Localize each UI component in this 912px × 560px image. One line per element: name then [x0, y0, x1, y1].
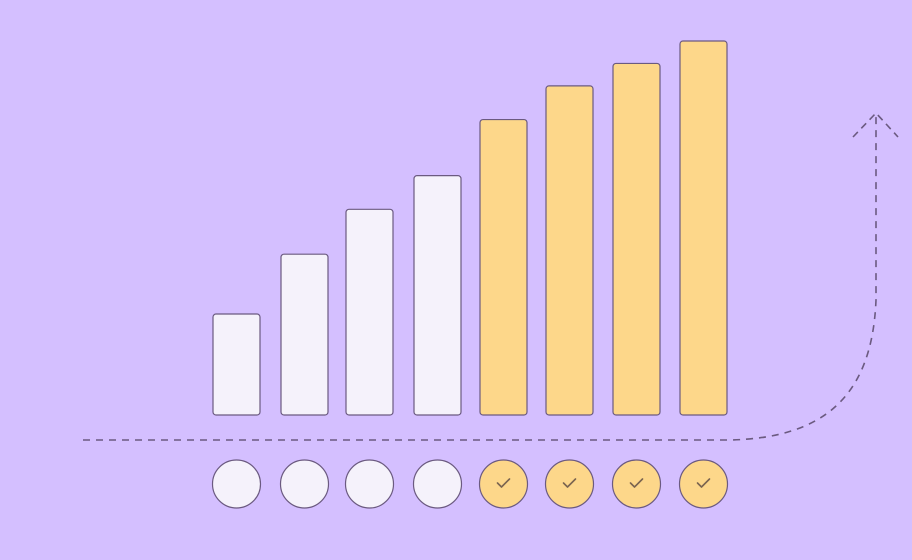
bar-1	[212, 313, 261, 416]
trend-arrow-line	[83, 115, 877, 441]
status-circle-1	[211, 459, 262, 509]
bar-3	[345, 208, 394, 416]
status-circle-3	[344, 459, 395, 509]
bar-5	[479, 118, 528, 416]
status-circle-2	[279, 459, 330, 509]
status-circles-group	[211, 459, 729, 509]
bar-8	[679, 40, 728, 416]
check-icon	[629, 478, 644, 488]
check-icon	[496, 478, 511, 488]
check-icon	[696, 478, 711, 488]
arrow-up-icon	[852, 111, 899, 138]
status-circle-4	[412, 459, 463, 509]
bar-7	[612, 62, 661, 416]
bar-4	[413, 175, 462, 416]
bar-6	[545, 85, 594, 416]
bar-2	[280, 253, 329, 416]
bars-group	[212, 40, 728, 416]
check-icon	[562, 478, 577, 488]
